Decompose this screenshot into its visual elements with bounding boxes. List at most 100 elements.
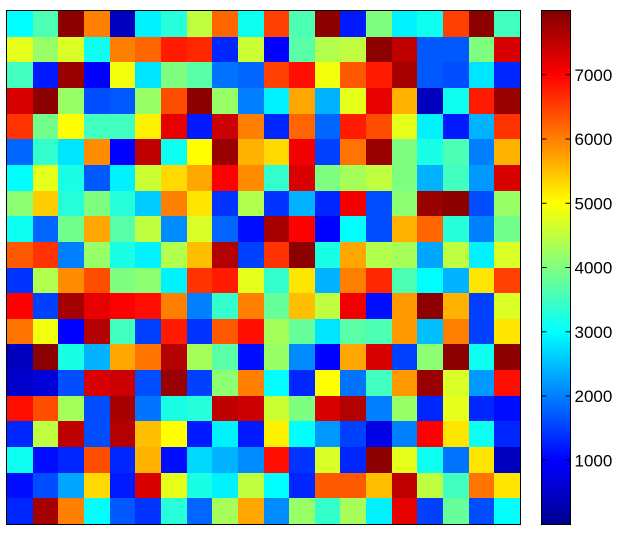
colorbar-ticks: 1000 2000 3000 4000 5000 6000 7000 bbox=[541, 66, 613, 470]
heatmap-cell bbox=[366, 88, 392, 114]
heatmap-cell bbox=[33, 165, 58, 191]
heatmap-cell bbox=[443, 319, 469, 344]
heatmap-cell bbox=[58, 216, 84, 242]
heatmap-cell bbox=[443, 165, 469, 191]
heatmap-cell bbox=[340, 498, 366, 524]
heatmap-cell bbox=[58, 139, 84, 165]
heatmap-cell bbox=[187, 421, 212, 447]
heatmap-cell bbox=[84, 114, 110, 139]
heatmap-cell bbox=[392, 37, 417, 62]
heatmap-cell bbox=[340, 473, 366, 498]
heatmap-cell bbox=[264, 421, 289, 447]
heatmap-cell bbox=[135, 165, 161, 191]
heatmap-cell bbox=[392, 344, 417, 370]
heatmap-cell bbox=[7, 370, 33, 396]
heatmap-cell bbox=[392, 11, 417, 37]
heatmap-cell bbox=[315, 498, 340, 524]
heatmap-cell bbox=[289, 37, 315, 62]
heatmap-cell bbox=[58, 473, 84, 498]
heatmap-cell bbox=[33, 293, 58, 319]
heatmap-cell bbox=[58, 498, 84, 524]
heatmap-cell bbox=[366, 242, 392, 268]
heatmap-cell bbox=[469, 370, 494, 396]
heatmap-cell bbox=[392, 62, 417, 88]
heatmap-cell bbox=[135, 268, 161, 293]
heatmap-cell bbox=[84, 268, 110, 293]
heatmap-cell bbox=[366, 370, 392, 396]
heatmap-cell bbox=[135, 473, 161, 498]
heatmap-cell bbox=[494, 216, 520, 242]
heatmap-cell bbox=[238, 370, 264, 396]
heatmap-cell bbox=[392, 88, 417, 114]
heatmap-cell bbox=[366, 114, 392, 139]
heatmap-cell bbox=[494, 114, 520, 139]
heatmap-cell bbox=[161, 344, 187, 370]
heatmap-cell bbox=[84, 165, 110, 191]
heatmap-cell bbox=[84, 242, 110, 268]
heatmap-cell bbox=[315, 447, 340, 473]
heatmap-cell bbox=[264, 319, 289, 344]
heatmap-cell bbox=[469, 242, 494, 268]
heatmap-cell bbox=[7, 242, 33, 268]
heatmap-cell bbox=[443, 37, 469, 62]
heatmap-cell bbox=[110, 293, 135, 319]
heatmap-cell bbox=[238, 498, 264, 524]
heatmap-cell bbox=[187, 11, 212, 37]
heatmap-cell bbox=[315, 370, 340, 396]
heatmap-cell bbox=[494, 268, 520, 293]
heatmap-cell bbox=[366, 447, 392, 473]
heatmap-cell bbox=[340, 293, 366, 319]
heatmap-cell bbox=[58, 88, 84, 114]
heatmap-cell bbox=[494, 319, 520, 344]
heatmap-cell bbox=[135, 498, 161, 524]
heatmap-cell bbox=[135, 293, 161, 319]
heatmap-cell bbox=[33, 421, 58, 447]
heatmap-cell bbox=[340, 62, 366, 88]
heatmap-cell bbox=[315, 165, 340, 191]
heatmap-cell bbox=[494, 37, 520, 62]
heatmap-cell bbox=[84, 473, 110, 498]
heatmap-cell bbox=[264, 242, 289, 268]
heatmap-cell bbox=[366, 396, 392, 421]
heatmap-cell bbox=[264, 268, 289, 293]
heatmap-cell bbox=[289, 139, 315, 165]
heatmap-cell bbox=[187, 344, 212, 370]
heatmap-cell bbox=[366, 139, 392, 165]
heatmap-cell bbox=[264, 88, 289, 114]
heatmap-cell bbox=[340, 88, 366, 114]
heatmap-cell bbox=[84, 344, 110, 370]
heatmap-cell bbox=[494, 370, 520, 396]
heatmap-cell bbox=[110, 37, 135, 62]
heatmap-cell bbox=[469, 165, 494, 191]
heatmap-cell bbox=[315, 242, 340, 268]
heatmap-cell bbox=[33, 498, 58, 524]
heatmap-cell bbox=[110, 268, 135, 293]
heatmap-cell bbox=[84, 216, 110, 242]
heatmap-cell bbox=[340, 242, 366, 268]
heatmap-cell bbox=[494, 498, 520, 524]
heatmap-cell bbox=[161, 139, 187, 165]
heatmap-cell bbox=[135, 62, 161, 88]
heatmap-cell bbox=[494, 88, 520, 114]
heatmap-cell bbox=[264, 191, 289, 216]
heatmap-cell bbox=[289, 319, 315, 344]
heatmap-cell bbox=[469, 88, 494, 114]
heatmap-cell bbox=[443, 293, 469, 319]
heatmap-cell bbox=[289, 165, 315, 191]
heatmap-cell bbox=[212, 139, 238, 165]
heatmap-cell bbox=[340, 447, 366, 473]
heatmap-cell bbox=[289, 344, 315, 370]
heatmap-cell bbox=[33, 242, 58, 268]
colorbar-tick-label: 5000 bbox=[575, 194, 613, 213]
heatmap-cell bbox=[33, 344, 58, 370]
heatmap-cell bbox=[392, 268, 417, 293]
colorbar-tick-label: 4000 bbox=[575, 259, 613, 278]
heatmap-cell bbox=[84, 447, 110, 473]
heatmap-cell bbox=[58, 37, 84, 62]
heatmap-cell bbox=[110, 191, 135, 216]
heatmap-cell bbox=[443, 114, 469, 139]
heatmap-cell bbox=[238, 473, 264, 498]
heatmap-cell bbox=[417, 370, 443, 396]
heatmap-cell bbox=[289, 421, 315, 447]
